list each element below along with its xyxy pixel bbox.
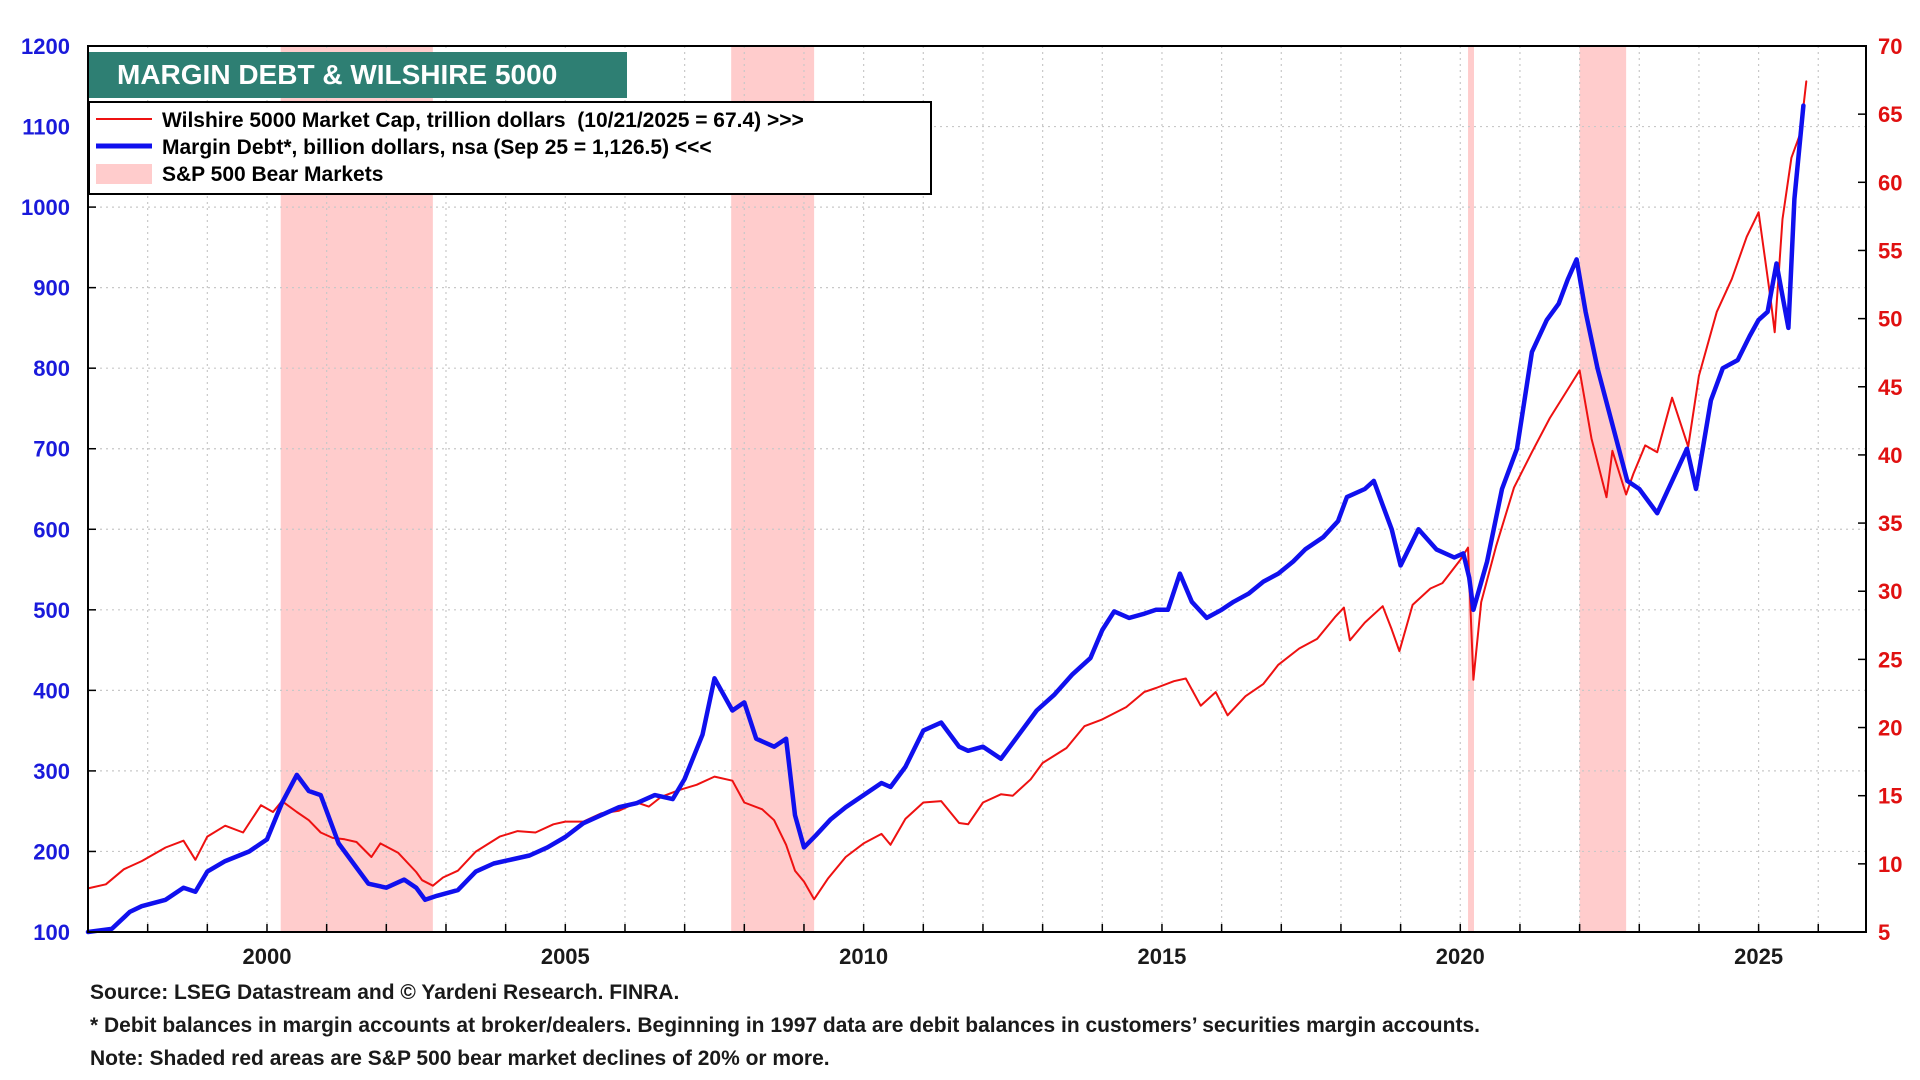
left-tick-label: 800 — [33, 356, 70, 381]
left-tick-label: 1000 — [21, 195, 70, 220]
right-tick-label: 15 — [1878, 784, 1902, 809]
right-tick-label: 70 — [1878, 34, 1902, 59]
x-tick-label: 2015 — [1137, 944, 1186, 969]
left-tick-label: 700 — [33, 437, 70, 462]
right-tick-label: 30 — [1878, 579, 1902, 604]
left-tick-label: 1200 — [21, 34, 70, 59]
right-tick-label: 50 — [1878, 307, 1902, 332]
right-tick-label: 25 — [1878, 647, 1902, 672]
left-axis: 100 200 300 400 500 600 700 800 900 1000 1100 1200 — [21, 34, 96, 945]
right-axis: 5 10 15 20 25 30 35 40 45 50 55 60 65 70 — [1858, 34, 1902, 945]
left-tick-label: 500 — [33, 598, 70, 623]
margin-debt-line — [85, 103, 1806, 935]
chart-title: MARGIN DEBT & WILSHIRE 5000 — [117, 59, 557, 90]
chart-title-box: MARGIN DEBT & WILSHIRE 5000 — [89, 52, 627, 98]
right-tick-label: 60 — [1878, 170, 1902, 195]
right-tick-label: 40 — [1878, 443, 1902, 468]
bear-market-band-4 — [1579, 46, 1627, 932]
right-tick-label: 10 — [1878, 852, 1902, 877]
source-note: Source: LSEG Datastream and © Yardeni Re… — [90, 981, 680, 1004]
right-tick-label: 35 — [1878, 511, 1902, 536]
right-tick-label: 55 — [1878, 238, 1902, 263]
debit-note: * Debit balances in margin accounts at b… — [90, 1014, 1480, 1037]
left-tick-label: 200 — [33, 839, 70, 864]
legend-label-wilshire: Wilshire 5000 Market Cap, trillion dolla… — [162, 109, 804, 132]
legend-swatch-bear — [96, 164, 152, 184]
wilshire-5000-line — [87, 80, 1808, 901]
bear-market-band-3 — [1468, 46, 1475, 932]
x-tick-label: 2005 — [541, 944, 590, 969]
x-tick-label: 2010 — [839, 944, 888, 969]
right-tick-label: 45 — [1878, 375, 1902, 400]
left-tick-label: 400 — [33, 678, 70, 703]
x-tick-label: 2000 — [243, 944, 292, 969]
legend-label-margin-debt: Margin Debt*, billion dollars, nsa (Sep … — [162, 136, 712, 159]
shading-note: Note: Shaded red areas are S&P 500 bear … — [90, 1047, 830, 1070]
x-axis: 2000 2005 2010 2015 2020 2025 — [87, 924, 1820, 969]
x-tick-label: 2025 — [1734, 944, 1783, 969]
legend: Wilshire 5000 Market Cap, trillion dolla… — [88, 101, 932, 195]
right-tick-label: 20 — [1878, 716, 1902, 741]
left-tick-label: 600 — [33, 517, 70, 542]
right-tick-label: 65 — [1878, 102, 1902, 127]
legend-label-bear: S&P 500 Bear Markets — [162, 163, 383, 186]
left-tick-label: 300 — [33, 759, 70, 784]
x-tick-label: 2020 — [1436, 944, 1485, 969]
right-tick-label: 5 — [1878, 920, 1890, 945]
series-lines — [85, 80, 1808, 935]
left-tick-label: 1100 — [22, 115, 70, 140]
plot-frame — [87, 45, 1867, 933]
left-tick-label: 900 — [33, 276, 70, 301]
footnotes: Source: LSEG Datastream and © Yardeni Re… — [90, 976, 1480, 1075]
left-tick-label: 100 — [33, 920, 70, 945]
